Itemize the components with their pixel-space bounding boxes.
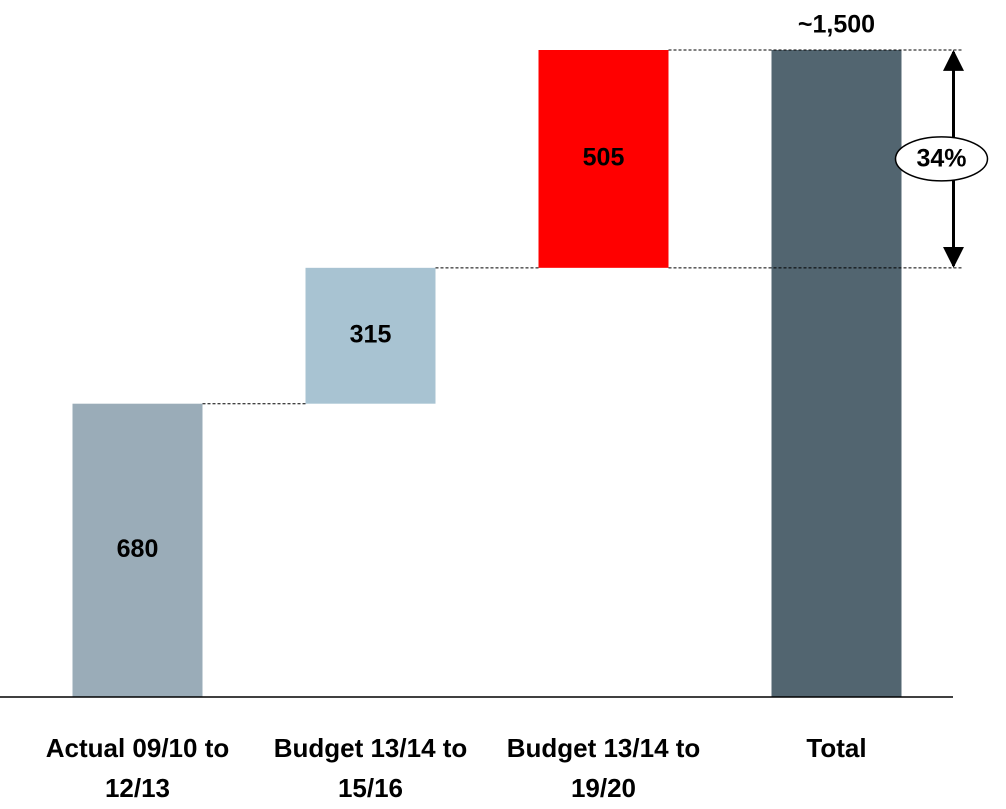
x-tick-label: Budget 13/14 to 19/20 xyxy=(506,733,701,803)
data-label: 315 xyxy=(350,320,392,348)
annotation-oval xyxy=(894,136,989,182)
bar xyxy=(72,403,203,697)
data-label: ~1,500 xyxy=(798,11,875,39)
x-tick-label: Total xyxy=(806,733,867,763)
data-label: 680 xyxy=(117,535,159,563)
bar xyxy=(538,50,669,268)
annotation: 34% xyxy=(916,145,966,173)
bar xyxy=(771,50,902,697)
x-tick-label: Actual 09/10 to 12/13 xyxy=(45,733,230,803)
data-label: 505 xyxy=(583,144,625,172)
x-tick-label: Budget 13/14 to 15/16 xyxy=(273,733,468,803)
bar xyxy=(305,267,436,404)
